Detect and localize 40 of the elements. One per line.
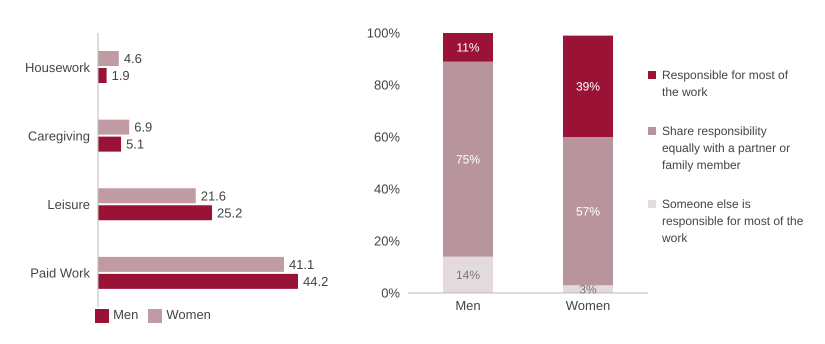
y-tick-label: Leisure [47, 197, 90, 212]
y-tick-label: 80% [374, 78, 400, 93]
bar [563, 36, 613, 137]
bar [563, 137, 613, 286]
bar [98, 120, 130, 135]
data-label: 1.9 [112, 68, 130, 84]
data-label: 6.9 [134, 120, 152, 135]
data-label: 4.6 [124, 51, 142, 66]
data-label: 21.6 [200, 188, 226, 204]
y-tick-label: Housework [24, 60, 90, 75]
bar [98, 51, 119, 66]
y-tick-label: Paid Work [30, 266, 90, 281]
y-tick-label: 40% [374, 182, 400, 197]
bar [443, 62, 493, 257]
bar [98, 274, 298, 289]
y-tick-label: 20% [374, 234, 400, 249]
data-label: 44.2 [303, 274, 328, 289]
y-tick-label: 100% [366, 26, 400, 41]
data-label: 25.2 [217, 205, 242, 220]
data-label: 3% [579, 282, 597, 296]
data-label: 57% [576, 204, 600, 218]
data-label: 5.1 [126, 136, 144, 152]
legend-label: Share responsibility equally with a partner or family member [662, 123, 792, 174]
bar [98, 188, 196, 204]
bar [98, 256, 284, 272]
legend-label: Someone else is responsible for most of the work [662, 196, 804, 247]
bar [443, 256, 493, 293]
y-tick-label: 0% [381, 286, 400, 301]
y-tick-label: 60% [374, 130, 400, 145]
bar [98, 205, 212, 220]
data-label: 41.1 [288, 256, 314, 272]
data-label: 39% [576, 80, 600, 94]
data-label: 14% [456, 268, 480, 282]
legend-label: Responsible for most of the work [662, 67, 790, 101]
y-tick-label: Caregiving [28, 128, 90, 144]
bar [443, 33, 493, 62]
bar [98, 68, 107, 83]
data-label: 75% [456, 152, 480, 166]
bar [98, 136, 122, 152]
data-label: 11% [456, 40, 480, 55]
